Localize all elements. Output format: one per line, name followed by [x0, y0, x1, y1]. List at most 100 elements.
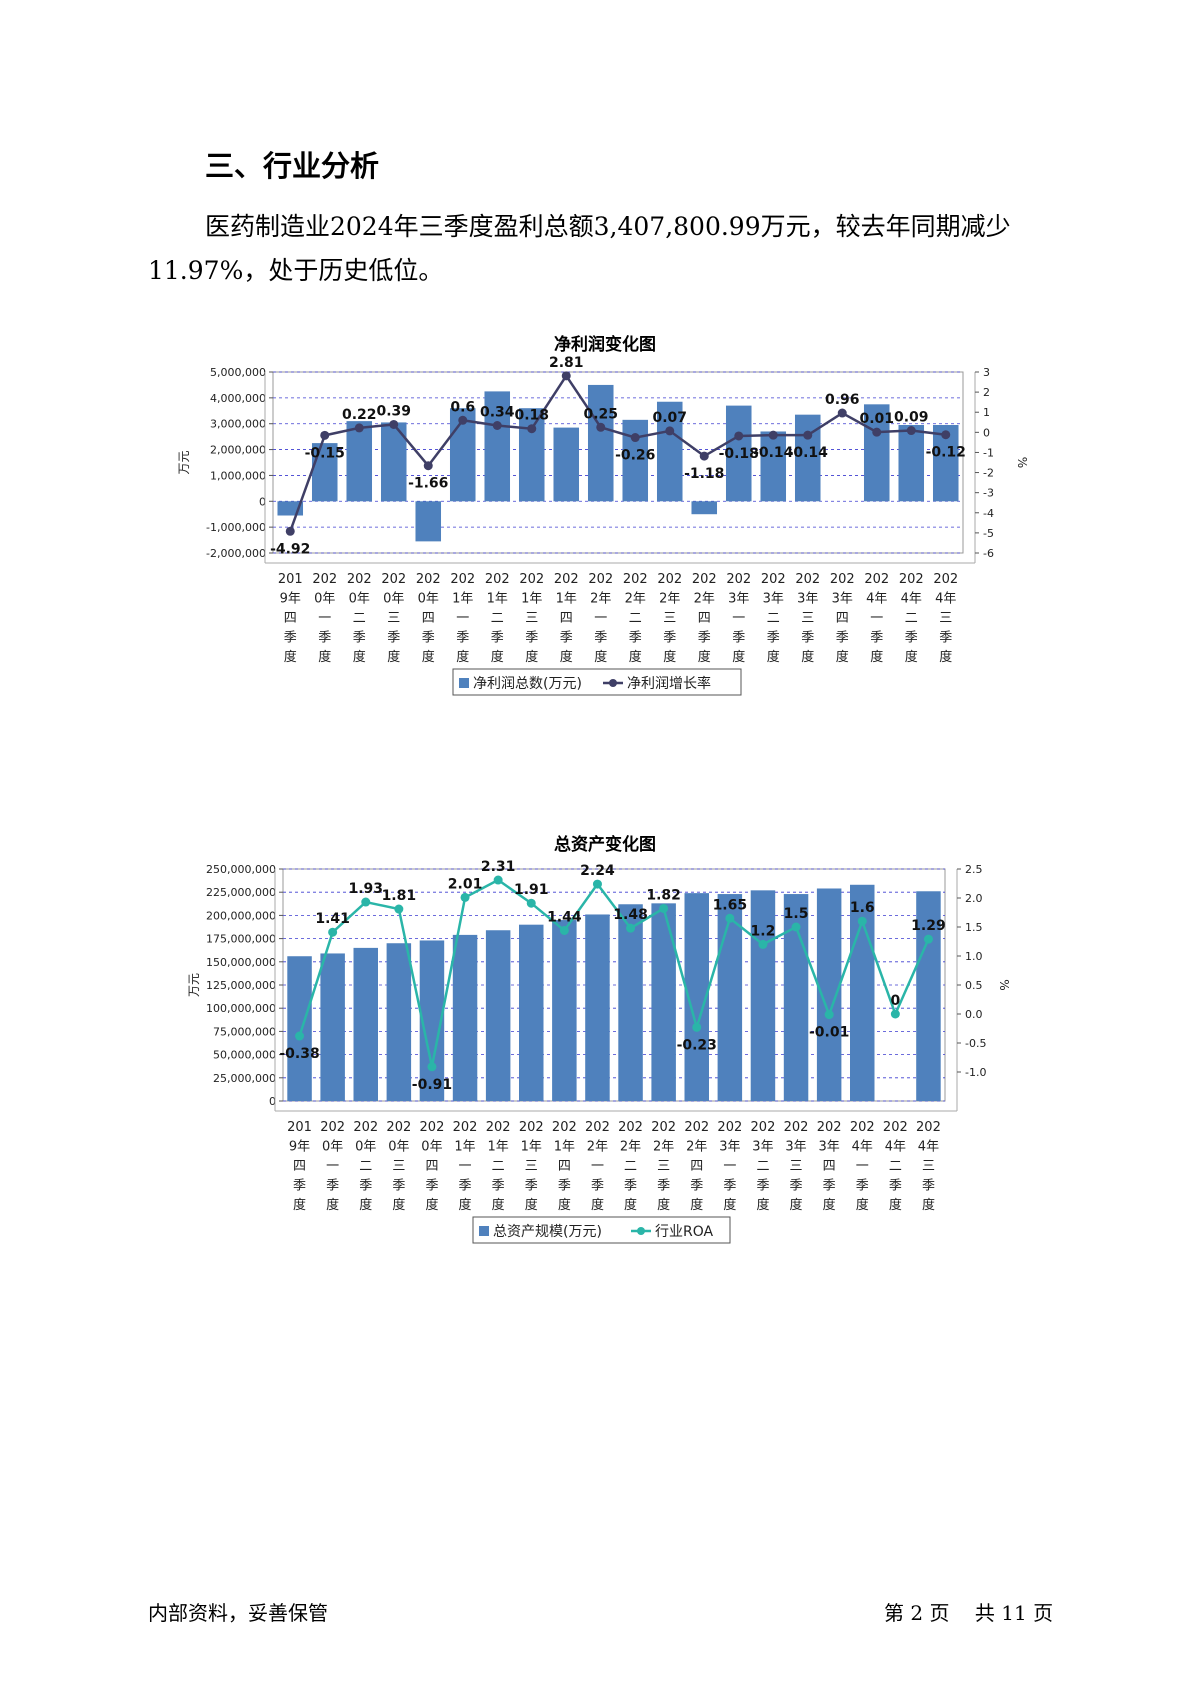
legend-bar-swatch: [459, 678, 469, 688]
x-tick-label: 度: [698, 649, 711, 665]
y2-tick-label: -2: [983, 467, 994, 480]
x-tick-label: 季: [456, 631, 469, 646]
x-tick-label: 一: [594, 611, 607, 626]
y-tick-label: -1,000,000: [206, 521, 266, 534]
x-tick-label: 四: [558, 1159, 571, 1174]
bar: [656, 401, 683, 502]
x-tick-label: 三: [525, 611, 538, 626]
data-label: 1.29: [911, 918, 946, 934]
x-tick-label: 202: [933, 572, 958, 587]
x-tick-label: 3年: [797, 592, 818, 607]
x-tick-label: 1年: [521, 592, 542, 607]
line-point: [559, 925, 569, 935]
line-point: [768, 430, 778, 440]
x-tick-label: 一: [870, 611, 883, 626]
x-tick-label: 度: [624, 1197, 637, 1213]
data-label: -0.38: [279, 1046, 319, 1062]
legend-bar-swatch: [479, 1226, 489, 1236]
line-point: [596, 422, 606, 432]
y2-axis-label: %: [1015, 457, 1029, 468]
x-tick-label: 0年: [383, 592, 404, 607]
x-tick-label: 1年: [487, 592, 508, 607]
line-point: [389, 419, 399, 429]
x-tick-label: 季: [326, 1179, 339, 1194]
legend: [472, 1216, 731, 1244]
bar: [552, 920, 577, 1101]
x-tick-label: 度: [459, 1197, 472, 1213]
x-tick-label: 季: [560, 631, 573, 646]
data-label: -0.15: [305, 445, 345, 461]
series-line: [298, 878, 930, 1068]
data-label: 1.65: [713, 897, 748, 913]
data-label: 1.82: [646, 887, 681, 903]
x-tick-label: 度: [492, 1197, 505, 1213]
data-label: 2.31: [481, 859, 516, 875]
page-prefix: 第: [884, 1601, 904, 1625]
x-tick-label: 季: [836, 631, 849, 646]
x-tick-label: 四: [425, 1159, 438, 1174]
bar: [863, 404, 890, 502]
line-point: [659, 903, 669, 913]
chart1-title: 净利润变化图: [554, 335, 656, 355]
x-tick-label: 3年: [785, 1140, 806, 1155]
x-tick-label: 季: [663, 631, 676, 646]
x-tick-label: 202: [899, 572, 924, 587]
y2-axis-label: %: [997, 979, 1011, 990]
x-tick-label: 四: [560, 611, 573, 626]
y2-tick-label: -5: [983, 527, 994, 540]
x-tick-label: 度: [870, 649, 883, 665]
x-tick-label: 0年: [355, 1140, 376, 1155]
x-tick-label: 季: [767, 631, 780, 646]
x-tick-label: 二: [624, 1159, 637, 1174]
bar: [452, 934, 478, 1101]
x-tick-label: 二: [492, 1159, 505, 1174]
x-tick-label: 四: [698, 611, 711, 626]
data-label: -4.92: [270, 541, 310, 557]
x-tick-label: 一: [591, 1159, 604, 1174]
x-tick-label: 季: [525, 631, 538, 646]
x-tick-label: 202: [416, 572, 441, 587]
bar: [287, 956, 312, 1101]
x-tick-label: 度: [889, 1197, 902, 1213]
x-tick-label: 度: [663, 649, 676, 665]
x-tick-label: 度: [939, 649, 952, 665]
x-tick-label: 四: [284, 611, 297, 626]
x-tick-label: 度: [790, 1197, 803, 1213]
bar: [386, 943, 412, 1101]
x-tick-label: 度: [491, 649, 504, 665]
x-tick-label: 季: [591, 1179, 604, 1194]
data-label: 0.39: [376, 403, 411, 419]
line-point: [394, 904, 404, 914]
x-tick-label: 1年: [452, 592, 473, 607]
y-tick-label: 5,000,000: [210, 366, 266, 379]
x-tick-label: 2年: [659, 592, 680, 607]
line-point: [857, 916, 867, 926]
x-tick-label: 季: [657, 1179, 670, 1194]
data-label: 0.18: [514, 408, 549, 424]
x-tick-label: 202: [554, 572, 579, 587]
x-tick-label: 202: [850, 1120, 875, 1135]
line-point: [295, 1031, 305, 1041]
line-point: [699, 451, 709, 461]
x-tick-label: 9年: [289, 1140, 310, 1155]
x-tick-label: 201: [278, 572, 303, 587]
bar: [485, 930, 511, 1101]
x-tick-label: 季: [353, 631, 366, 646]
x-tick-label: 一: [732, 611, 745, 626]
x-tick-label: 202: [386, 1120, 411, 1135]
legend-line-marker: [609, 679, 617, 687]
data-label: -1.66: [408, 476, 448, 492]
y2-tick-label: 2: [983, 386, 990, 399]
y2-tick-label: 0.5: [965, 979, 983, 992]
legend-bar-label: 净利润总数(万元): [473, 676, 582, 692]
x-tick-label: 202: [519, 1120, 544, 1135]
data-label: 0.96: [825, 392, 860, 408]
data-label: -0.91: [412, 1077, 452, 1093]
data-label: -0.14: [788, 445, 829, 461]
x-tick-label: 202: [519, 572, 544, 587]
x-tick-label: 1年: [521, 1140, 542, 1155]
data-label: 1.41: [315, 911, 350, 927]
x-tick-label: 4年: [866, 592, 887, 607]
x-tick-label: 202: [585, 1120, 610, 1135]
data-label: 2.24: [580, 863, 615, 879]
